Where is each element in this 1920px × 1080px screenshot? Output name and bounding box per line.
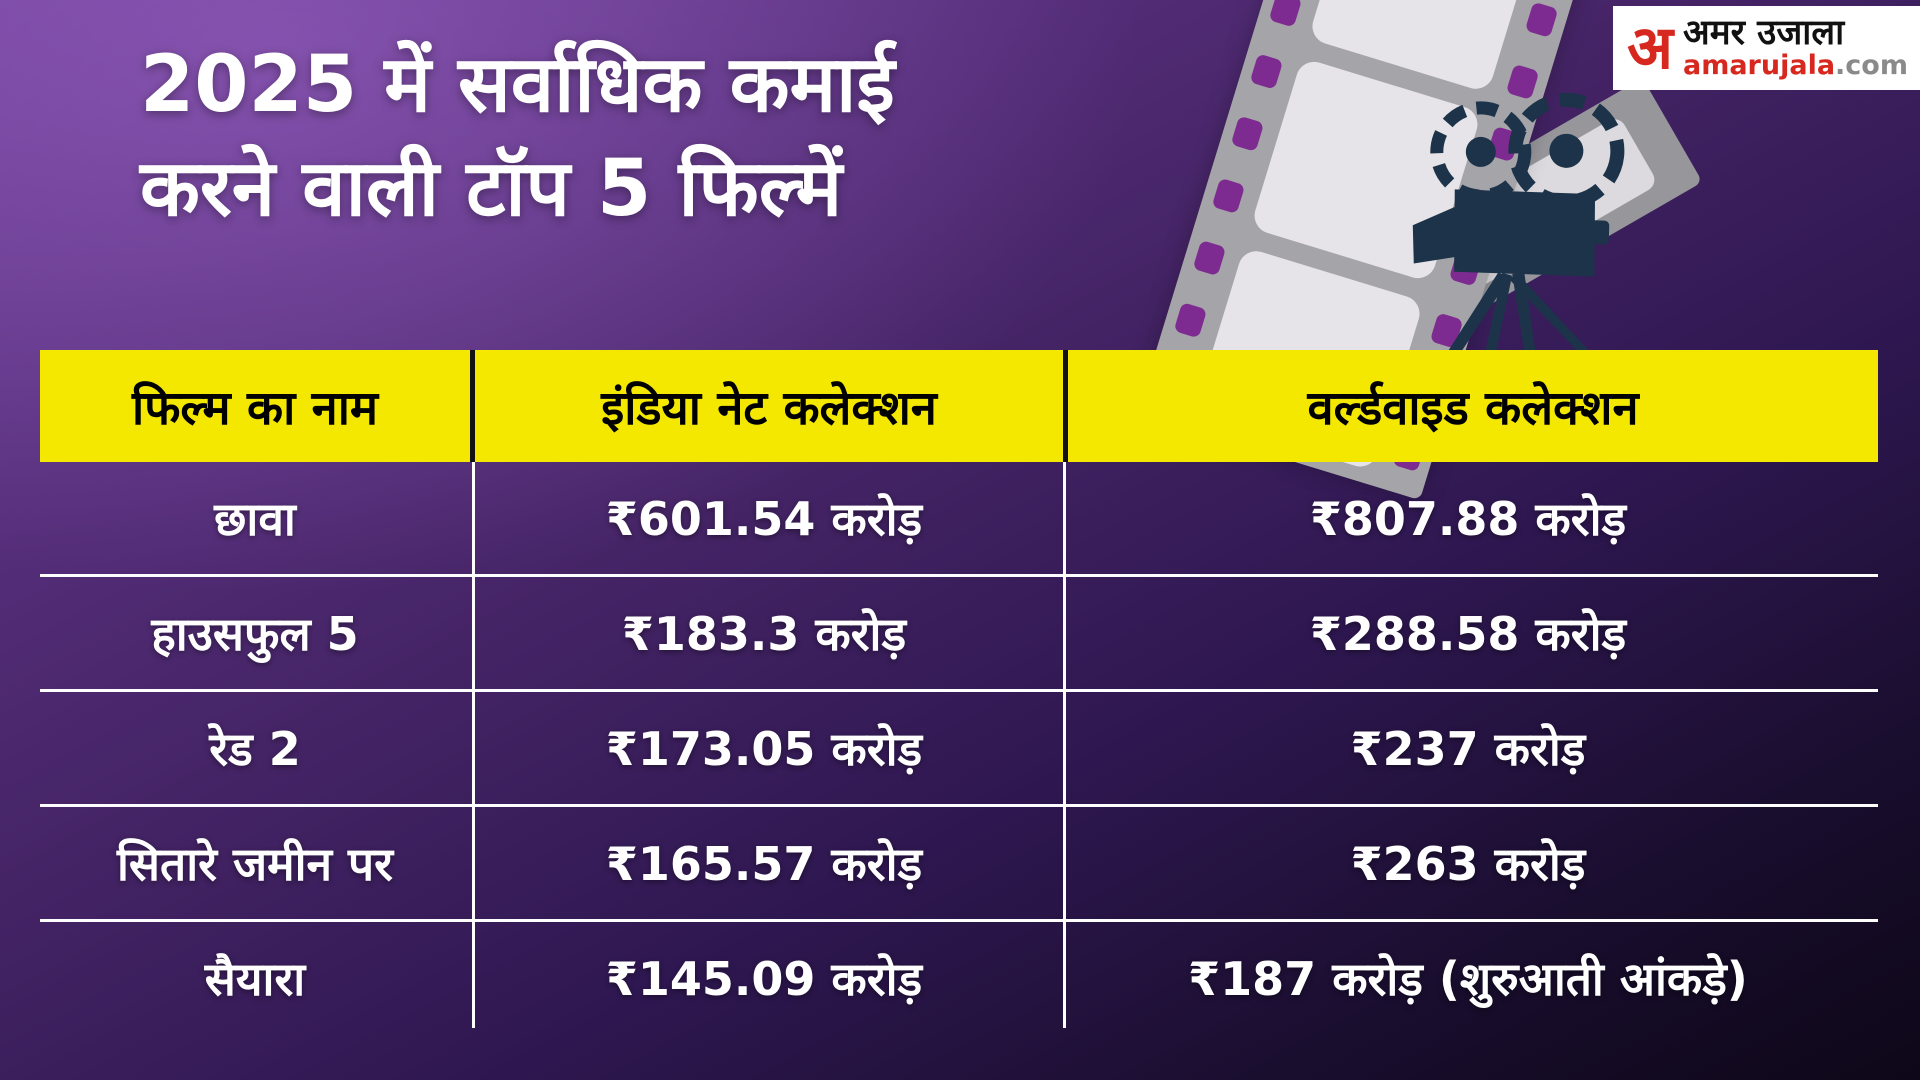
sprocket-hole — [1192, 239, 1227, 276]
logo-name-hindi: अमर उजाला — [1682, 13, 1845, 54]
film-name-cell: सितारे जमीन पर — [116, 837, 393, 891]
sprocket-hole — [1173, 301, 1208, 338]
sprocket-hole — [1268, 0, 1303, 28]
worldwide-cell: ₹187 करोड़ (शुरुआती आंकड़े) — [1188, 952, 1748, 1006]
india-net-cell: ₹145.09 करोड़ — [605, 952, 923, 1006]
header-india-net: इंडिया नेट कलेक्शन — [475, 350, 1063, 462]
title-line-1: 2025 में सर्वाधिक कमाई — [140, 40, 895, 130]
film-name-cell: छावा — [214, 492, 296, 546]
logo-url-tld: .com — [1835, 50, 1908, 82]
india-net-cell: ₹165.57 करोड़ — [605, 837, 923, 891]
column-divider — [1063, 462, 1066, 1028]
title-line-2: करने वाली टॉप 5 फिल्में — [140, 143, 843, 234]
table-header-row: फिल्म का नाम इंडिया नेट कलेक्शन वर्ल्डवा… — [40, 350, 1878, 462]
table-row-chhaava: छावा ₹601.54 करोड़ ₹807.88 करोड़ — [40, 462, 1878, 577]
india-net-cell: ₹173.05 करोड़ — [605, 722, 923, 776]
table-body: छावा ₹601.54 करोड़ ₹807.88 करोड़ हाउसफुल… — [40, 462, 1878, 1034]
page-title: 2025 में सर्वाधिक कमाई करने वाली टॉप 5 फ… — [140, 34, 895, 241]
worldwide-cell: ₹288.58 करोड़ — [1309, 607, 1627, 661]
logo-website: amarujala.com — [1683, 52, 1908, 80]
sprocket-hole — [1249, 53, 1284, 90]
film-name-cell: सैयारा — [204, 952, 306, 1006]
table-row-saiyaara: सैयारा ₹145.09 करोड़ ₹187 करोड़ (शुरुआती… — [40, 922, 1878, 1034]
sprocket-hole — [1211, 177, 1246, 214]
table-row-raid2: रेड 2 ₹173.05 करोड़ ₹237 करोड़ — [40, 692, 1878, 807]
column-divider — [472, 462, 475, 1028]
worldwide-cell: ₹807.88 करोड़ — [1309, 492, 1627, 546]
header-worldwide: वर्ल्डवाइड कलेक्शन — [1068, 350, 1878, 462]
sprocket-hole — [1230, 115, 1265, 152]
table-row-housefull5: हाउसफुल 5 ₹183.3 करोड़ ₹288.58 करोड़ — [40, 577, 1878, 692]
india-net-cell: ₹183.3 करोड़ — [621, 607, 907, 661]
worldwide-cell: ₹263 करोड़ — [1350, 837, 1586, 891]
film-name-cell: रेड 2 — [209, 722, 301, 776]
worldwide-cell: ₹237 करोड़ — [1350, 722, 1586, 776]
film-name-cell: हाउसफुल 5 — [151, 607, 359, 661]
logo-url-main: amarujala — [1682, 50, 1836, 82]
amar-ujala-logo-mark-icon: अ — [1627, 13, 1673, 83]
header-film-name: फिल्म का नाम — [40, 350, 470, 462]
amar-ujala-logo-text: अमर उजाला amarujala.com — [1683, 15, 1908, 80]
table-row-sitaare-zameen-par: सितारे जमीन पर ₹165.57 करोड़ ₹263 करोड़ — [40, 807, 1878, 922]
amar-ujala-logo: अ अमर उजाला amarujala.com — [1613, 6, 1920, 90]
india-net-cell: ₹601.54 करोड़ — [605, 492, 923, 546]
sprocket-hole — [1524, 1, 1559, 39]
